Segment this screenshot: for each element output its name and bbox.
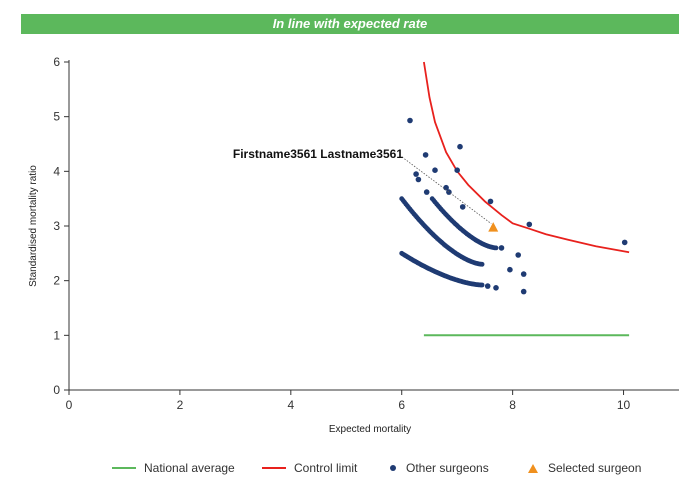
x-tick-label: 4 xyxy=(287,398,294,412)
legend-label: Control limit xyxy=(294,461,358,475)
status-banner: In line with expected rate xyxy=(21,14,679,34)
curves xyxy=(423,61,630,337)
point-other-surgeon xyxy=(413,171,419,177)
point-other-surgeon xyxy=(446,189,452,195)
legend-line-icon xyxy=(112,467,136,469)
point-other-surgeon xyxy=(423,189,430,195)
x-tick-label: 6 xyxy=(398,398,405,412)
annotation-leader-line xyxy=(401,156,492,224)
point-other-surgeon xyxy=(487,198,494,205)
legend-line-icon xyxy=(262,467,286,469)
legend-item-control-limit: Control limit xyxy=(262,459,357,477)
point-other-surgeon xyxy=(457,143,463,150)
y-tick-label: 0 xyxy=(53,383,60,397)
point-selected-surgeon xyxy=(488,222,499,232)
x-axis-label: Expected mortality xyxy=(329,424,411,435)
control-limit-curve xyxy=(423,61,630,254)
legend-triangle-icon xyxy=(528,463,538,473)
point-other-surgeon xyxy=(484,283,491,289)
point-other-surgeon xyxy=(515,252,521,258)
point-other-surgeon xyxy=(479,261,485,267)
y-tick-label: 5 xyxy=(53,110,60,124)
legend-item-other-surgeons: Other surgeons xyxy=(390,459,489,477)
annotation-label: Firstname3561 Lastname3561 xyxy=(233,147,403,161)
legend-item-selected-surgeon: Selected surgeon xyxy=(528,459,641,477)
y-tick-label: 2 xyxy=(53,274,60,288)
point-other-surgeon xyxy=(422,152,429,158)
point-other-surgeon xyxy=(526,221,533,228)
legend-dot-icon xyxy=(390,465,396,471)
point-other-surgeon xyxy=(432,167,438,173)
point-other-surgeon xyxy=(454,167,461,173)
point-other-surgeon xyxy=(520,288,527,295)
point-other-surgeon xyxy=(443,184,449,191)
point-other-surgeon xyxy=(621,239,628,246)
point-other-surgeon xyxy=(493,285,499,291)
y-tick-label: 3 xyxy=(53,219,60,233)
x-tick-label: 10 xyxy=(617,398,631,412)
legend: National average Control limit Other sur… xyxy=(0,459,700,479)
point-other-surgeon xyxy=(507,266,513,273)
point-other-surgeon xyxy=(407,117,413,124)
point-other-surgeon xyxy=(498,245,505,251)
x-tick-label: 2 xyxy=(177,398,184,412)
x-tick-label: 0 xyxy=(66,398,73,412)
legend-label: Selected surgeon xyxy=(548,461,642,475)
legend-label: Other surgeons xyxy=(406,461,489,475)
point-other-surgeon xyxy=(479,282,485,288)
x-tick-label: 8 xyxy=(509,398,516,412)
y-tick-label: 4 xyxy=(53,164,60,178)
y-tick-label: 1 xyxy=(53,328,60,342)
y-tick-label: 6 xyxy=(53,55,60,69)
point-other-surgeon xyxy=(459,204,466,210)
points xyxy=(399,117,628,295)
legend-item-national-average: National average xyxy=(112,459,235,477)
point-other-surgeon xyxy=(415,176,422,183)
axes: 0 2 4 6 8 10 0 1 2 3 4 5 6 Expected mortality Standard… xyxy=(28,55,679,435)
y-axis-label: Standardised mortality ratio xyxy=(28,165,39,287)
point-other-surgeon xyxy=(520,271,527,277)
annotations: Firstname3561 Lastname3561 xyxy=(233,147,492,224)
point-other-surgeon xyxy=(493,245,499,251)
legend-label: National average xyxy=(144,461,235,475)
funnel-plot: 0 2 4 6 8 10 0 1 2 3 4 5 6 Expected mortality Standard… xyxy=(28,55,679,435)
